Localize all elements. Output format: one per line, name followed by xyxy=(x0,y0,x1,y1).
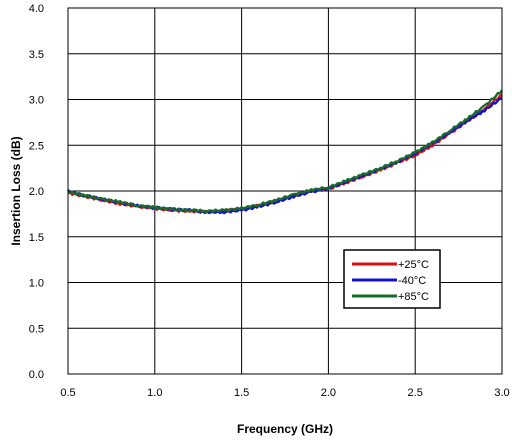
x-tick-label: 2.0 xyxy=(321,387,336,399)
legend: +25°C -40°C +85°C xyxy=(344,250,440,308)
grid-lines xyxy=(68,8,502,374)
y-tick-labels: 0.0 0.5 1.0 1.5 2.0 2.5 3.0 3.5 4.0 xyxy=(29,3,44,381)
y-tick-label: 0.5 xyxy=(29,323,44,335)
y-tick-label: 4.0 xyxy=(29,3,44,15)
y-tick-label: 2.0 xyxy=(29,186,44,198)
y-tick-label: 3.5 xyxy=(29,49,44,61)
series-line-2 xyxy=(68,90,502,212)
x-tick-labels: 0.5 1.0 1.5 2.0 2.5 3.0 xyxy=(60,387,509,399)
x-tick-label: 1.5 xyxy=(234,387,249,399)
legend-label: +85°C xyxy=(398,291,429,303)
y-tick-label: 2.5 xyxy=(29,140,44,152)
x-axis-label: Frequency (GHz) xyxy=(237,422,333,436)
y-axis-label: Insertion Loss (dB) xyxy=(9,136,23,245)
x-tick-label: 2.5 xyxy=(408,387,423,399)
series-lines xyxy=(68,90,502,213)
x-tick-label: 3.0 xyxy=(494,387,509,399)
y-tick-label: 1.5 xyxy=(29,232,44,244)
x-tick-label: 0.5 xyxy=(60,387,75,399)
legend-label: -40°C xyxy=(398,275,426,287)
y-tick-label: 0.0 xyxy=(29,369,44,381)
y-tick-label: 1.0 xyxy=(29,278,44,290)
y-tick-label: 3.0 xyxy=(29,95,44,107)
x-tick-label: 1.0 xyxy=(147,387,162,399)
legend-label: +25°C xyxy=(398,259,429,271)
